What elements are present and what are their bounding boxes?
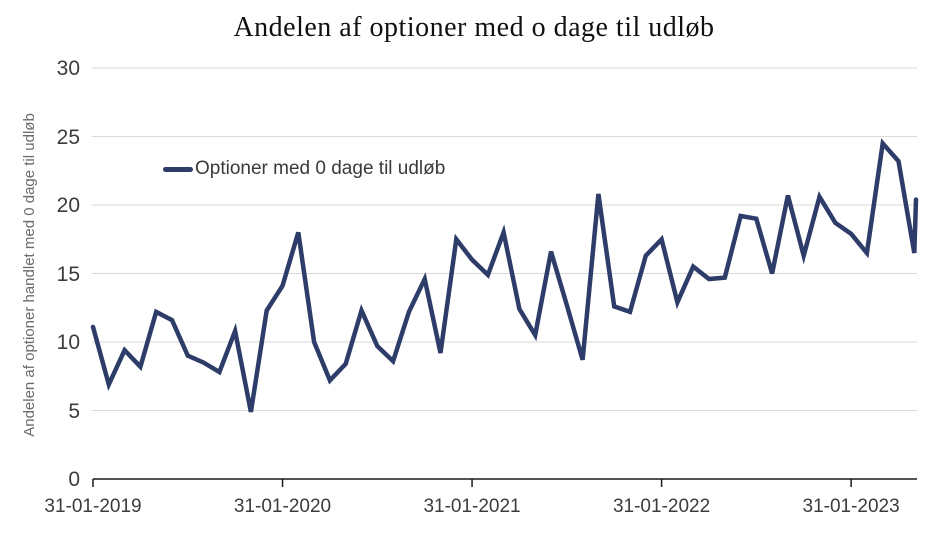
x-tick-label: 31-01-2022 — [612, 496, 711, 517]
x-tick-label: 31-01-2020 — [233, 496, 332, 517]
chart-title: Andelen af optioner med o dage til udløb — [233, 12, 715, 43]
y-tick-label: 30 — [56, 57, 80, 80]
legend-line-swatch — [163, 166, 193, 172]
legend-label: Optioner med 0 dage til udløb — [195, 158, 446, 179]
x-tick-label: 31-01-2023 — [802, 496, 900, 517]
y-tick-label: 10 — [56, 331, 80, 354]
x-tick-label: 31-01-2019 — [44, 496, 142, 517]
y-tick-label: 5 — [68, 399, 80, 423]
y-tick-label: 15 — [56, 262, 80, 286]
y-tick-label: 20 — [56, 194, 80, 217]
legend: Optioner med 0 dage til udløb — [163, 158, 445, 180]
y-tick-label: 25 — [56, 125, 80, 149]
data-line — [90, 138, 919, 413]
x-tick-label: 31-01-2021 — [423, 496, 521, 517]
y-tick-label: 0 — [68, 468, 80, 491]
